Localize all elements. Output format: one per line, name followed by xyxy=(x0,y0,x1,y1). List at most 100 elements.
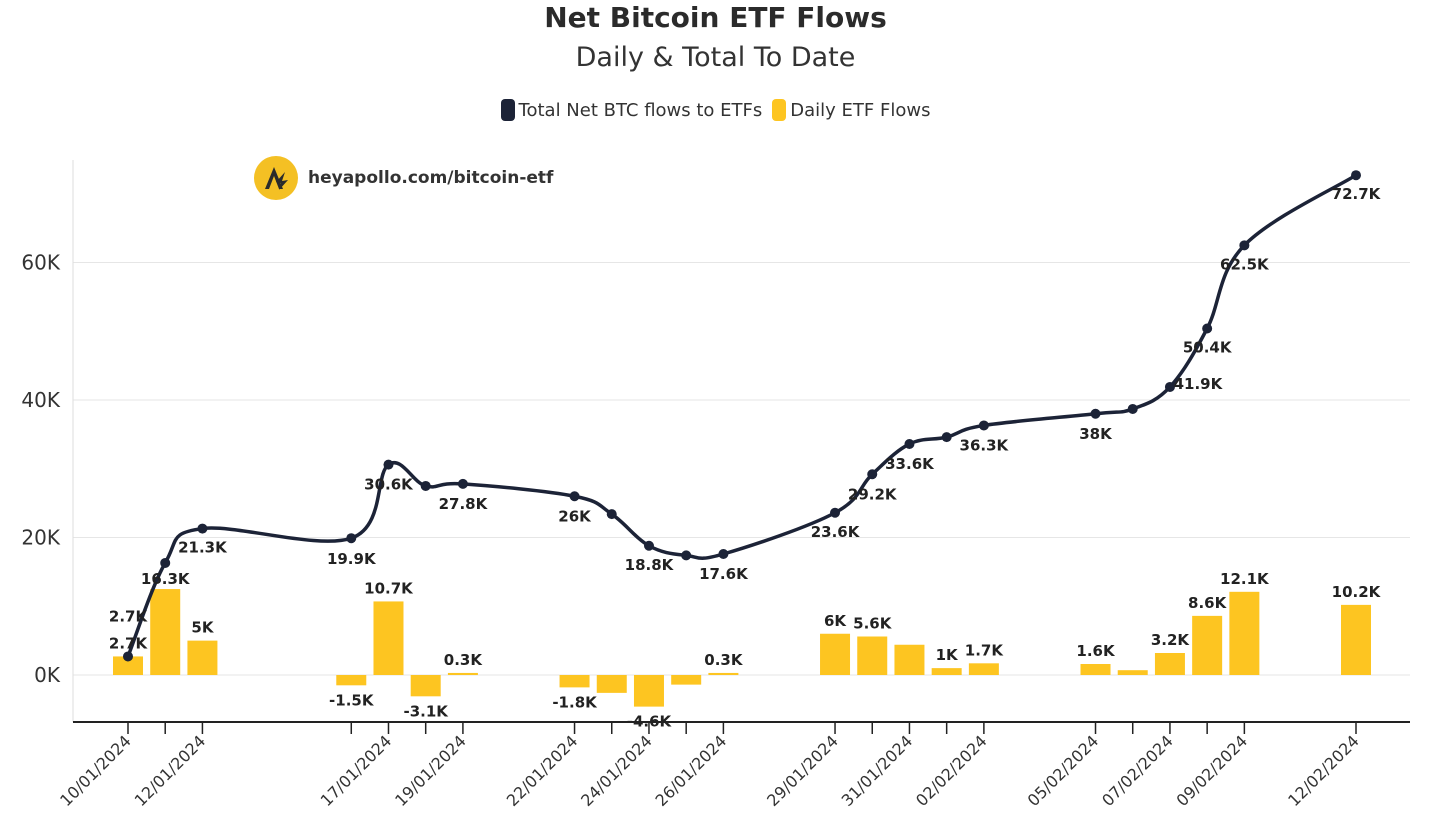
legend-swatch-total xyxy=(500,99,515,121)
daily-flow-label: -1.5K xyxy=(329,691,375,709)
daily-flow-label: 0.3K xyxy=(444,651,484,669)
total-flow-label: 72.7K xyxy=(1332,185,1382,203)
daily-flow-bar[interactable] xyxy=(1229,591,1260,675)
watermark-text: heyapollo.com/bitcoin-etf xyxy=(308,168,554,188)
line-layer xyxy=(123,170,1361,662)
total-flow-point[interactable] xyxy=(197,523,208,534)
daily-flow-label: 5.6K xyxy=(853,615,893,633)
daily-flow-bar[interactable] xyxy=(1117,670,1148,675)
daily-flow-bar[interactable] xyxy=(671,675,702,685)
total-flow-point[interactable] xyxy=(1351,170,1361,181)
daily-flow-label: 1.7K xyxy=(965,641,1005,659)
daily-flow-bar[interactable] xyxy=(336,675,367,686)
bar-layer xyxy=(113,589,1371,707)
daily-flow-bar[interactable] xyxy=(187,640,218,675)
x-tick-label: 05/02/2024 xyxy=(1024,731,1103,810)
x-tick-label: 19/01/2024 xyxy=(391,731,470,810)
total-flow-point[interactable] xyxy=(643,540,654,551)
daily-flow-label: 0.3K xyxy=(704,651,744,669)
x-tick-label: 10/01/2024 xyxy=(56,731,135,810)
daily-flow-bar[interactable] xyxy=(857,636,888,676)
total-flow-point[interactable] xyxy=(383,459,394,470)
x-tick-label: 12/01/2024 xyxy=(131,731,210,810)
total-flow-label: 62.5K xyxy=(1220,255,1270,273)
total-flow-label: 19.9K xyxy=(327,550,377,568)
total-flow-line[interactable] xyxy=(126,173,1358,659)
total-flow-label: 36.3K xyxy=(960,436,1010,454)
legend-swatch-daily xyxy=(772,99,787,121)
daily-flow-label: 5K xyxy=(191,619,214,637)
watermark[interactable]: heyapollo.com/bitcoin-etf xyxy=(254,156,553,200)
daily-flow-bar[interactable] xyxy=(447,672,478,675)
x-tick-label: 24/01/2024 xyxy=(577,731,656,810)
daily-flow-bar[interactable] xyxy=(596,675,627,693)
daily-flow-bar[interactable] xyxy=(931,668,962,675)
daily-flow-bar[interactable] xyxy=(373,601,404,675)
total-flow-point[interactable] xyxy=(569,491,580,502)
total-flow-point[interactable] xyxy=(718,549,729,559)
daily-flow-bar[interactable] xyxy=(150,589,181,675)
total-flow-point[interactable] xyxy=(1127,403,1138,414)
daily-flow-bar[interactable] xyxy=(968,663,999,675)
total-flow-point[interactable] xyxy=(346,533,357,544)
daily-flow-bar[interactable] xyxy=(1154,653,1185,675)
chart-title: Net Bitcoin ETF Flows xyxy=(544,1,887,34)
total-flow-point[interactable] xyxy=(867,469,878,480)
daily-flow-label: 8.6K xyxy=(1188,594,1228,612)
daily-flow-label: 6K xyxy=(824,612,847,630)
total-flow-label: 23.6K xyxy=(811,523,861,541)
total-flow-point[interactable] xyxy=(457,478,468,489)
total-flow-point[interactable] xyxy=(941,432,952,443)
x-tick-label: 29/01/2024 xyxy=(763,731,842,810)
total-flow-point[interactable] xyxy=(160,557,171,568)
daily-flow-bar[interactable] xyxy=(113,656,143,675)
total-flow-label: 18.8K xyxy=(625,556,675,574)
daily-flow-bar[interactable] xyxy=(410,675,441,697)
daily-flow-label: -1.8K xyxy=(552,693,598,711)
daily-flow-bar[interactable] xyxy=(1341,604,1371,675)
daily-flow-bar[interactable] xyxy=(708,672,739,675)
total-flow-label: 33.6K xyxy=(885,455,935,473)
total-flow-label: 16.3K xyxy=(141,570,191,588)
total-flow-point[interactable] xyxy=(420,480,431,491)
legend-item-total[interactable]: Total Net BTC flows to ETFs xyxy=(500,99,762,121)
y-tick-label: 0K xyxy=(34,663,61,687)
daily-flow-bar[interactable] xyxy=(633,675,664,707)
total-flow-point[interactable] xyxy=(1239,240,1250,251)
total-flow-point[interactable] xyxy=(1164,381,1175,392)
legend-label-daily: Daily ETF Flows xyxy=(790,99,931,121)
total-flow-point[interactable] xyxy=(606,509,617,520)
y-tick-label: 40K xyxy=(21,388,60,412)
total-flow-point[interactable] xyxy=(123,651,133,662)
total-flow-point[interactable] xyxy=(1090,408,1101,419)
daily-flow-label: 3.2K xyxy=(1151,631,1191,649)
legend-item-daily[interactable]: Daily ETF Flows xyxy=(772,99,930,121)
y-tick-label: 60K xyxy=(21,251,60,275)
y-tick-label: 20K xyxy=(21,526,60,550)
daily-flow-label: 1K xyxy=(936,646,959,664)
total-flow-label: 30.6K xyxy=(364,476,414,494)
daily-flow-label: 12.1K xyxy=(1220,570,1270,588)
total-flow-point[interactable] xyxy=(978,420,989,431)
x-tick-label: 12/02/2024 xyxy=(1284,731,1363,810)
legend: Total Net BTC flows to ETFs Daily ETF Fl… xyxy=(0,99,1431,121)
total-flow-point[interactable] xyxy=(830,507,841,518)
daily-flow-bar[interactable] xyxy=(820,633,851,675)
total-flow-label: 21.3K xyxy=(178,539,228,557)
total-flow-label: 29.2K xyxy=(848,485,898,503)
daily-flow-bar[interactable] xyxy=(1192,615,1223,675)
daily-flow-label: 10.2K xyxy=(1332,583,1382,601)
x-tick-label: 17/01/2024 xyxy=(317,731,396,810)
chart-subtitle: Daily & Total To Date xyxy=(575,42,856,73)
total-flow-point[interactable] xyxy=(1202,323,1213,334)
daily-flow-label: 10.7K xyxy=(364,579,414,597)
daily-flow-bar[interactable] xyxy=(894,644,925,675)
x-tick-label: 07/02/2024 xyxy=(1098,731,1177,810)
x-tick-label: 31/01/2024 xyxy=(838,731,917,810)
total-flow-point[interactable] xyxy=(904,439,915,449)
daily-flow-bar[interactable] xyxy=(559,675,590,688)
daily-flow-bar[interactable] xyxy=(1080,664,1111,675)
total-flow-point[interactable] xyxy=(681,550,692,561)
